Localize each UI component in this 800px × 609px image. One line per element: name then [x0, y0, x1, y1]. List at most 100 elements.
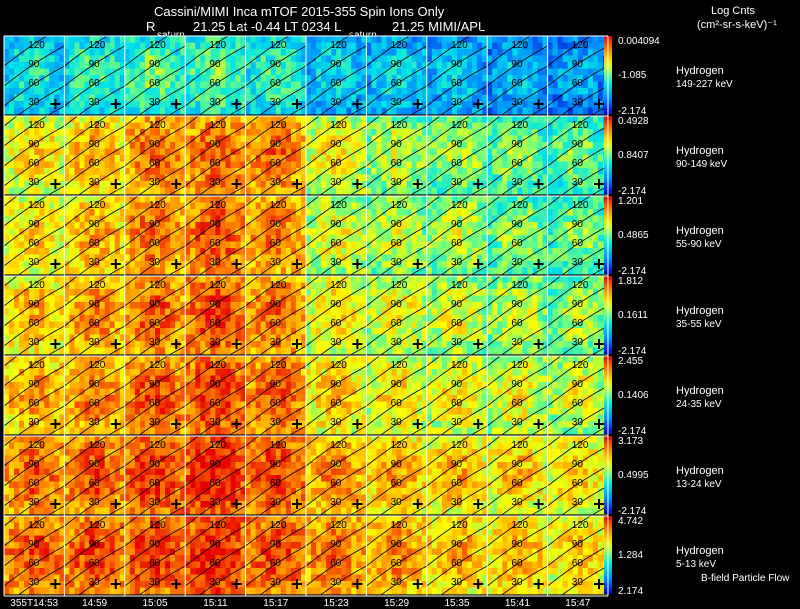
contour-label: 120	[511, 280, 528, 291]
contour-label: 60	[149, 478, 161, 489]
contour-label: 90	[149, 539, 161, 550]
heatmap-panel	[306, 116, 367, 195]
contour-label: 120	[149, 40, 166, 51]
contour-label: 90	[149, 459, 161, 470]
contour-label: 60	[209, 238, 221, 249]
contour-label: 60	[89, 318, 101, 329]
heatmap-panel	[245, 116, 307, 195]
contour-label: 90	[270, 139, 282, 150]
contour-label: 120	[330, 40, 347, 51]
time-label: 355T14:53	[10, 598, 58, 609]
colorbar-max: 1.812	[618, 276, 643, 287]
contour-label: 60	[330, 398, 342, 409]
colorbar-min: -2.174	[618, 186, 647, 197]
contour-label: 60	[149, 558, 161, 569]
colorbar-max: 1.201	[618, 196, 643, 207]
contour-label: 90	[451, 59, 463, 70]
contour-label: 90	[330, 379, 342, 390]
contour-label: 60	[572, 558, 584, 569]
contour-label: 120	[451, 280, 468, 291]
time-label: 15:11	[203, 598, 228, 609]
contour-label: 60	[572, 78, 584, 89]
contour-label: 60	[451, 78, 463, 89]
energy-label: 13-24 keV	[676, 479, 722, 490]
contour-label: 90	[28, 59, 40, 70]
colorbar-min: -2.174	[618, 266, 647, 277]
contour-label: 120	[511, 200, 528, 211]
heatmap-panel	[426, 276, 488, 355]
contour-label: 60	[330, 478, 342, 489]
heatmap-panel	[245, 516, 307, 595]
contour-label: 60	[511, 78, 523, 89]
contour-label: 120	[451, 520, 468, 531]
chart-title: Cassini/MIMI Inca mTOF 2015-355 Spin Ion…	[154, 4, 445, 19]
species-label: Hydrogen	[676, 225, 724, 237]
contour-label: 60	[209, 318, 221, 329]
contour-label: 30	[330, 337, 342, 348]
heatmap-panel	[245, 436, 307, 515]
contour-label: 120	[511, 520, 528, 531]
contour-label: 90	[391, 539, 403, 550]
contour-label: 120	[149, 440, 166, 451]
contour-label: 60	[89, 478, 101, 489]
contour-label: 30	[451, 97, 463, 108]
contour-overlay: 120 90 60 30 120 90 60 30 120 90 60 30 120 90 60 30 120 9…	[3, 25, 609, 607]
contour-label: 120	[149, 280, 166, 291]
contour-label: 90	[511, 219, 523, 230]
contour-label: 30	[451, 577, 463, 588]
contour-label: 30	[28, 97, 40, 108]
contour-label: 30	[270, 337, 282, 348]
contour-label: 30	[209, 97, 221, 108]
contour-label: 60	[391, 558, 403, 569]
contour-label: 30	[391, 257, 403, 268]
contour-label: 90	[270, 59, 282, 70]
contour-label: 120	[572, 520, 589, 531]
colorbar-max: 0.004094	[618, 36, 660, 47]
contour-label: 120	[572, 200, 589, 211]
time-label: 15:23	[324, 598, 349, 609]
colorbar-mid: 0.4865	[618, 230, 649, 241]
colorbar-mid: -1.085	[618, 70, 647, 81]
contour-label: 90	[330, 139, 342, 150]
contour-label: 30	[391, 417, 403, 428]
contour-label: 60	[28, 78, 40, 89]
contour-label: 90	[209, 139, 221, 150]
colorbar-min: 2.174	[618, 586, 643, 597]
contour-label: 60	[391, 398, 403, 409]
contour-label: 30	[28, 417, 40, 428]
contour-label: 90	[209, 539, 221, 550]
contour-label: 60	[330, 158, 342, 169]
contour-label: 60	[89, 398, 101, 409]
contour-label: 30	[28, 177, 40, 188]
contour-label: 120	[149, 200, 166, 211]
contour-label: 120	[209, 40, 226, 51]
contour-label: 120	[209, 120, 226, 131]
contour-label: 90	[28, 539, 40, 550]
contour-label: 120	[209, 360, 226, 371]
contour-label: 60	[149, 238, 161, 249]
contour-label: 30	[451, 177, 463, 188]
contour-label: 60	[270, 558, 282, 569]
contour-label: 120	[28, 120, 45, 131]
contour-label: 60	[149, 318, 161, 329]
heatmap-panel	[426, 356, 488, 435]
contour-label: 30	[330, 497, 342, 508]
contour-label: 90	[391, 59, 403, 70]
contour-label: 120	[270, 280, 287, 291]
contour-label: 90	[511, 459, 523, 470]
contour-label: 60	[451, 318, 463, 329]
orbit-info-end: 21.25 MIMI/APL	[392, 19, 486, 34]
colorbar-mid: 0.4995	[618, 470, 649, 481]
contour-label: 60	[451, 558, 463, 569]
contour-label: 60	[572, 398, 584, 409]
heatmap-panel	[185, 436, 246, 515]
contour-label: 60	[572, 158, 584, 169]
contour-label: 60	[330, 558, 342, 569]
heatmap-panel	[366, 516, 428, 595]
contour-label: 120	[209, 520, 226, 531]
contour-label: 60	[451, 158, 463, 169]
contour-label: 90	[451, 459, 463, 470]
contour-label: 90	[89, 299, 101, 310]
contour-label: 60	[209, 78, 221, 89]
